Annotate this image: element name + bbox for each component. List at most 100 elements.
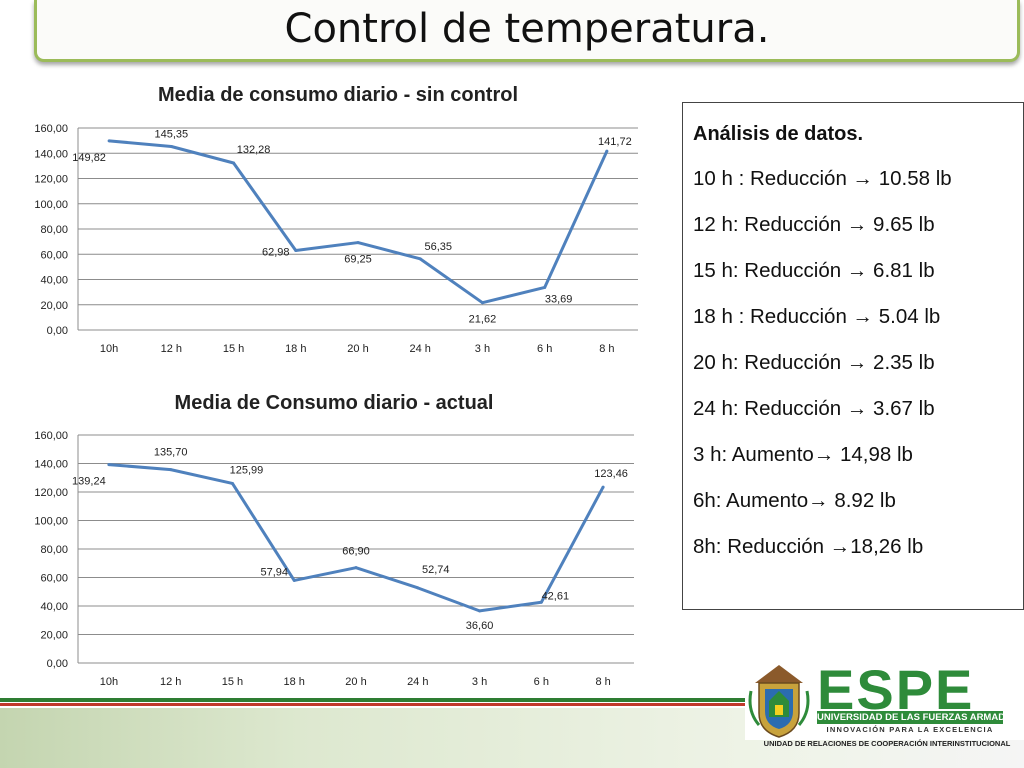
analysis-line: 18 h : Reducción → 5.04 lb — [693, 305, 940, 329]
x-tick-label: 15 h — [222, 676, 243, 688]
y-tick-label: 40,00 — [40, 601, 68, 613]
analysis-line-value: 8.92 lb — [828, 489, 896, 512]
right-arrow-icon: → — [846, 213, 868, 236]
data-point — [292, 578, 296, 582]
analysis-line-value: 9.65 lb — [867, 213, 935, 236]
x-tick-label: 18 h — [285, 343, 306, 355]
data-label: 62,98 — [262, 246, 290, 258]
logo-espe-text: ESPE — [817, 658, 975, 721]
x-tick-label: 6 h — [534, 676, 549, 688]
data-label: 139,24 — [72, 476, 106, 488]
analysis-line-value: 3.67 lb — [867, 397, 935, 420]
y-tick-label: 60,00 — [40, 573, 68, 585]
data-label: 52,74 — [422, 564, 450, 576]
data-point — [232, 161, 236, 165]
y-tick-label: 80,00 — [40, 224, 68, 236]
y-tick-label: 0,00 — [47, 658, 68, 670]
data-label: 21,62 — [469, 314, 497, 326]
analysis-line-label: 12 h: Reducción — [693, 213, 847, 236]
analysis-line-value: 10.58 lb — [873, 167, 952, 190]
x-tick-label: 15 h — [223, 343, 244, 355]
data-point — [169, 468, 173, 472]
x-tick-label: 10h — [100, 676, 118, 688]
x-tick-label: 3 h — [475, 343, 490, 355]
right-arrow-icon: → — [852, 167, 874, 190]
analysis-line-label: 24 h: Reducción — [693, 397, 847, 420]
y-tick-label: 160,00 — [34, 430, 68, 442]
data-label: 42,61 — [542, 590, 570, 602]
analysis-line-label: 18 h : Reducción — [693, 305, 853, 328]
y-tick-label: 20,00 — [40, 300, 68, 312]
x-tick-label: 6 h — [537, 343, 552, 355]
slide-title: Control de temperatura. — [284, 6, 770, 52]
y-tick-label: 20,00 — [40, 630, 68, 642]
analysis-box: Análisis de datos. 10 h : Reducción → 10… — [682, 102, 1024, 610]
data-label: 36,60 — [466, 620, 494, 632]
chart-2-title: Media de Consumo diario - actual — [174, 392, 494, 414]
x-tick-label: 24 h — [410, 343, 431, 355]
slide-title-banner: Control de temperatura. — [34, 0, 1020, 62]
right-arrow-icon: → — [829, 535, 851, 558]
analysis-line-label: 8h: Reducción — [693, 535, 830, 558]
data-label: 149,82 — [72, 152, 106, 164]
analysis-line-label: 15 h: Reducción — [693, 259, 847, 282]
x-tick-label: 8 h — [599, 343, 614, 355]
right-arrow-icon: → — [846, 351, 868, 374]
analysis-line: 24 h: Reducción → 3.67 lb — [693, 397, 935, 421]
y-tick-label: 140,00 — [34, 148, 68, 160]
data-label: 141,72 — [598, 136, 632, 148]
data-point — [354, 566, 358, 570]
data-point — [230, 481, 234, 485]
right-arrow-icon: → — [813, 443, 835, 466]
analysis-line-value: 18,26 lb — [850, 535, 924, 558]
data-label: 69,25 — [344, 254, 372, 266]
analysis-line: 12 h: Reducción → 9.65 lb — [693, 213, 935, 237]
x-tick-label: 18 h — [284, 676, 305, 688]
series-line — [108, 139, 609, 305]
logo-university-name: UNIVERSIDAD DE LAS FUERZAS ARMADAS — [817, 711, 1003, 724]
data-point — [418, 257, 422, 261]
data-label: 132,28 — [237, 144, 271, 156]
analysis-line-value: 6.81 lb — [867, 259, 935, 282]
y-tick-label: 0,00 — [47, 325, 68, 337]
y-tick-label: 120,00 — [34, 487, 68, 499]
x-tick-label: 24 h — [407, 676, 428, 688]
x-tick-label: 3 h — [472, 676, 487, 688]
data-point — [605, 149, 609, 153]
data-point — [480, 301, 484, 305]
data-point — [169, 144, 173, 148]
analysis-line: 20 h: Reducción → 2.35 lb — [693, 351, 935, 375]
analysis-line-value: 2.35 lb — [867, 351, 935, 374]
x-tick-label: 20 h — [345, 676, 366, 688]
y-tick-label: 160,00 — [34, 123, 68, 135]
data-point — [107, 139, 111, 143]
espe-logo: ESPE UNIVERSIDAD DE LAS FUERZAS ARMADAS … — [745, 655, 1015, 750]
university-crest-icon — [748, 665, 810, 738]
y-tick-label: 40,00 — [40, 275, 68, 287]
analysis-line: 6h: Aumento→ 8.92 lb — [693, 489, 896, 513]
footer-red-line — [0, 703, 745, 706]
logo-tagline: INNOVACIÓN PARA LA EXCELENCIA — [826, 725, 994, 734]
y-tick-label: 140,00 — [34, 459, 68, 471]
y-tick-label: 60,00 — [40, 249, 68, 261]
analysis-line-label: 3 h: Aumento — [693, 443, 814, 466]
chart-1-title: Media de consumo diario - sin control — [157, 84, 519, 106]
data-label: 145,35 — [155, 128, 189, 140]
data-label: 125,99 — [230, 464, 264, 476]
data-point — [478, 609, 482, 613]
data-point — [416, 586, 420, 590]
x-tick-label: 12 h — [160, 676, 181, 688]
data-label: 33,69 — [545, 293, 573, 305]
analysis-line: 10 h : Reducción → 10.58 lb — [693, 167, 952, 191]
data-point — [539, 600, 543, 604]
data-label: 66,90 — [342, 546, 370, 558]
y-tick-label: 100,00 — [34, 516, 68, 528]
x-tick-label: 10h — [100, 343, 118, 355]
right-arrow-icon: → — [852, 305, 874, 328]
series-line — [108, 463, 605, 613]
footer-band — [0, 708, 745, 768]
analysis-line-label: 10 h : Reducción — [693, 167, 853, 190]
x-tick-label: 8 h — [595, 676, 610, 688]
right-arrow-icon: → — [808, 489, 829, 512]
data-label: 56,35 — [424, 241, 452, 253]
